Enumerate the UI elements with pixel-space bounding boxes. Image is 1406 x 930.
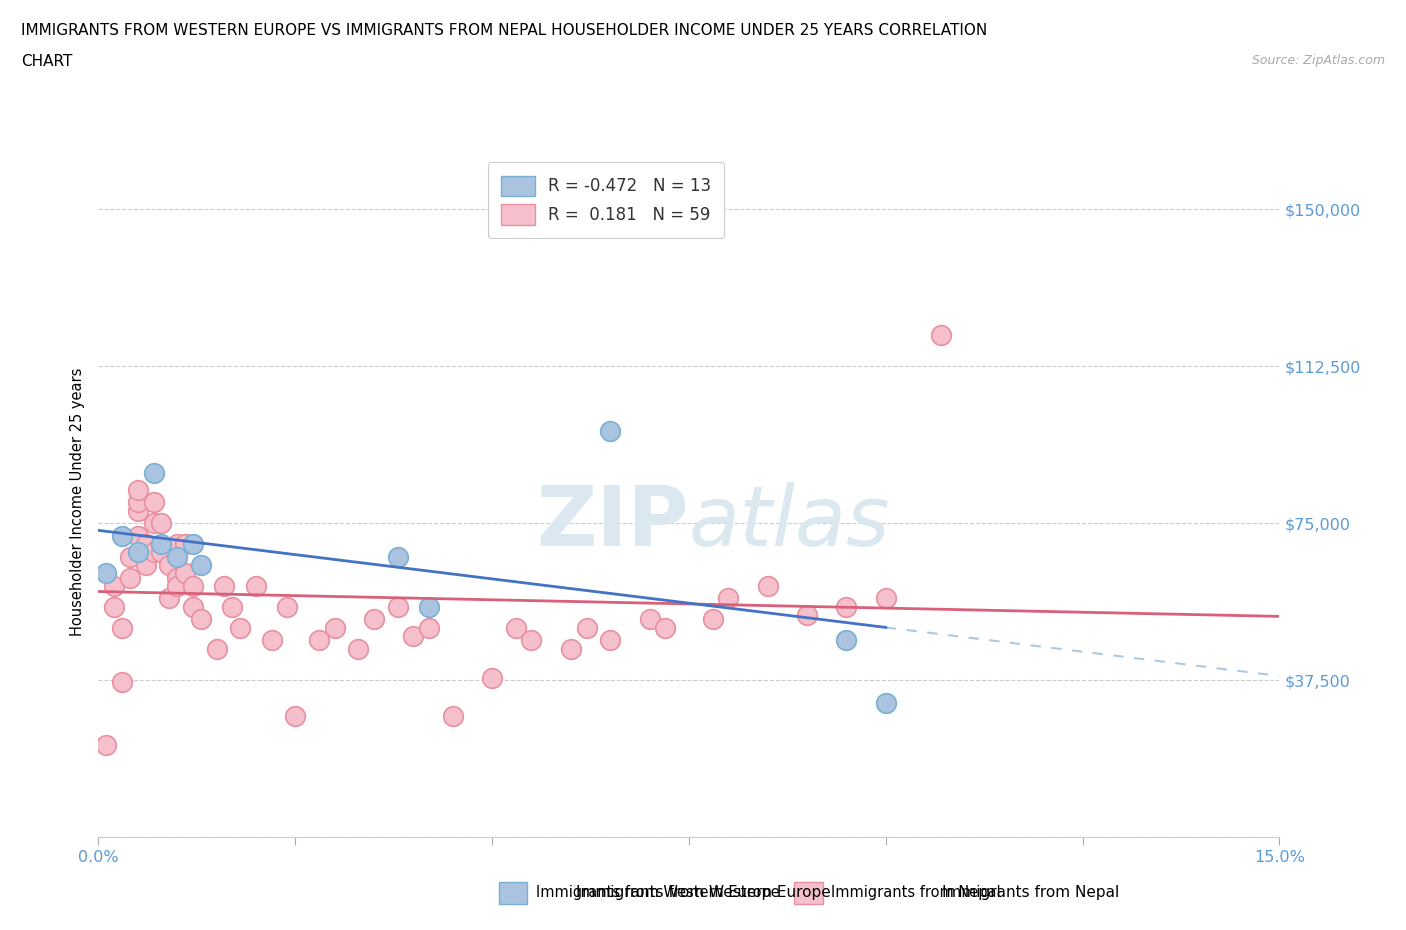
- Point: [221, 600, 243, 615]
- Text: Immigrants from Nepal: Immigrants from Nepal: [942, 885, 1119, 900]
- Text: ZIP: ZIP: [537, 482, 689, 563]
- Point: [166, 578, 188, 593]
- Point: [929, 327, 952, 342]
- Point: [387, 600, 409, 615]
- Point: [875, 591, 897, 606]
- Point: [127, 495, 149, 510]
- Point: [190, 558, 212, 573]
- Point: [190, 612, 212, 627]
- Point: [166, 549, 188, 564]
- Point: [875, 696, 897, 711]
- Point: [717, 591, 740, 606]
- Point: [418, 600, 440, 615]
- Point: [796, 608, 818, 623]
- Point: [654, 620, 676, 635]
- Point: [111, 528, 134, 543]
- FancyBboxPatch shape: [499, 882, 527, 904]
- Point: [166, 570, 188, 585]
- Point: [214, 578, 236, 593]
- Point: [150, 516, 173, 531]
- Point: [402, 629, 425, 644]
- Point: [260, 632, 283, 647]
- Point: [756, 578, 779, 593]
- Point: [347, 642, 370, 657]
- Point: [181, 600, 204, 615]
- Point: [387, 549, 409, 564]
- FancyBboxPatch shape: [794, 882, 823, 904]
- Point: [118, 570, 141, 585]
- Text: Immigrants from Nepal: Immigrants from Nepal: [831, 885, 1001, 900]
- Point: [560, 642, 582, 657]
- Point: [103, 578, 125, 593]
- Point: [835, 600, 858, 615]
- Point: [308, 632, 330, 647]
- Text: Immigrants from Western Europe: Immigrants from Western Europe: [536, 885, 779, 900]
- Point: [505, 620, 527, 635]
- Text: IMMIGRANTS FROM WESTERN EUROPE VS IMMIGRANTS FROM NEPAL HOUSEHOLDER INCOME UNDER: IMMIGRANTS FROM WESTERN EUROPE VS IMMIGR…: [21, 23, 987, 38]
- Text: Source: ZipAtlas.com: Source: ZipAtlas.com: [1251, 54, 1385, 67]
- Point: [150, 545, 173, 560]
- Point: [127, 503, 149, 518]
- Point: [181, 537, 204, 551]
- Point: [575, 620, 598, 635]
- Point: [127, 528, 149, 543]
- Point: [205, 642, 228, 657]
- Legend: R = -0.472   N = 13, R =  0.181   N = 59: R = -0.472 N = 13, R = 0.181 N = 59: [488, 163, 724, 238]
- Point: [520, 632, 543, 647]
- Point: [323, 620, 346, 635]
- Point: [441, 709, 464, 724]
- Point: [229, 620, 252, 635]
- Point: [135, 537, 157, 551]
- Point: [174, 565, 197, 580]
- Point: [599, 424, 621, 439]
- Point: [284, 709, 307, 724]
- Point: [96, 737, 118, 752]
- Point: [181, 578, 204, 593]
- Point: [135, 558, 157, 573]
- Point: [157, 558, 180, 573]
- Point: [835, 632, 858, 647]
- Text: CHART: CHART: [21, 54, 73, 69]
- Point: [166, 537, 188, 551]
- Point: [245, 578, 267, 593]
- Point: [702, 612, 724, 627]
- Text: Immigrants from Western Europe: Immigrants from Western Europe: [575, 885, 831, 900]
- Point: [103, 600, 125, 615]
- Point: [157, 591, 180, 606]
- Y-axis label: Householder Income Under 25 years: Householder Income Under 25 years: [69, 368, 84, 636]
- Point: [418, 620, 440, 635]
- Point: [96, 565, 118, 580]
- Point: [142, 545, 165, 560]
- Point: [142, 495, 165, 510]
- Point: [174, 537, 197, 551]
- Point: [118, 549, 141, 564]
- Point: [599, 632, 621, 647]
- Point: [150, 537, 173, 551]
- Point: [638, 612, 661, 627]
- Point: [142, 466, 165, 481]
- Point: [363, 612, 385, 627]
- Text: atlas: atlas: [689, 482, 890, 563]
- Point: [127, 545, 149, 560]
- Point: [111, 675, 134, 690]
- Point: [142, 516, 165, 531]
- Point: [481, 671, 503, 685]
- Point: [111, 620, 134, 635]
- Point: [276, 600, 298, 615]
- Point: [127, 483, 149, 498]
